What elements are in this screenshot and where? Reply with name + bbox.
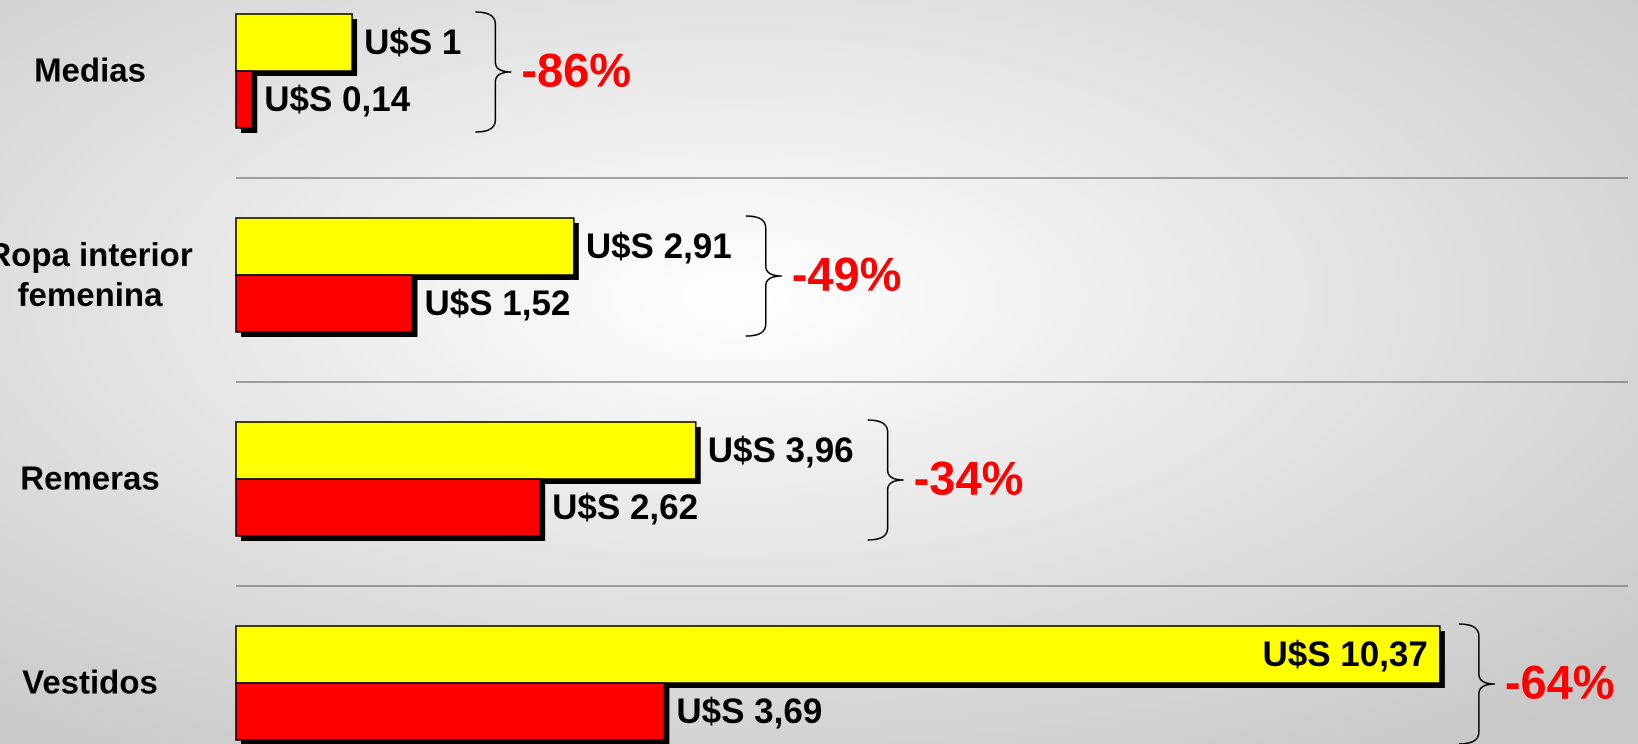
annotation: -86% [521, 43, 631, 96]
bar [235, 421, 697, 480]
value-label: U$S 0,14 [264, 80, 410, 119]
bar [235, 274, 414, 333]
category-label: Medias [34, 52, 146, 89]
value-label: U$S 2,91 [586, 227, 732, 266]
bar [235, 682, 666, 741]
value-label: U$S 10,37 [1262, 635, 1427, 674]
brace [745, 215, 782, 337]
bar [235, 13, 353, 72]
bar [235, 217, 575, 276]
value-label: U$S 3,69 [676, 692, 822, 731]
brace [475, 11, 512, 133]
annotation: -34% [914, 451, 1024, 504]
bar [235, 478, 541, 537]
value-label: U$S 1 [364, 23, 461, 62]
category-label: Ropa interior femenina [0, 236, 193, 313]
brace [1458, 623, 1495, 744]
bar [235, 625, 1441, 684]
bar [235, 70, 254, 129]
value-label: U$S 2,62 [552, 488, 698, 527]
annotation: -49% [792, 247, 902, 300]
annotation: -64% [1505, 655, 1615, 708]
category-label: Vestidos [22, 664, 158, 701]
value-label: U$S 3,96 [708, 431, 854, 470]
category-label: Remeras [20, 460, 159, 497]
brace [867, 419, 904, 541]
value-label: U$S 1,52 [424, 284, 570, 323]
